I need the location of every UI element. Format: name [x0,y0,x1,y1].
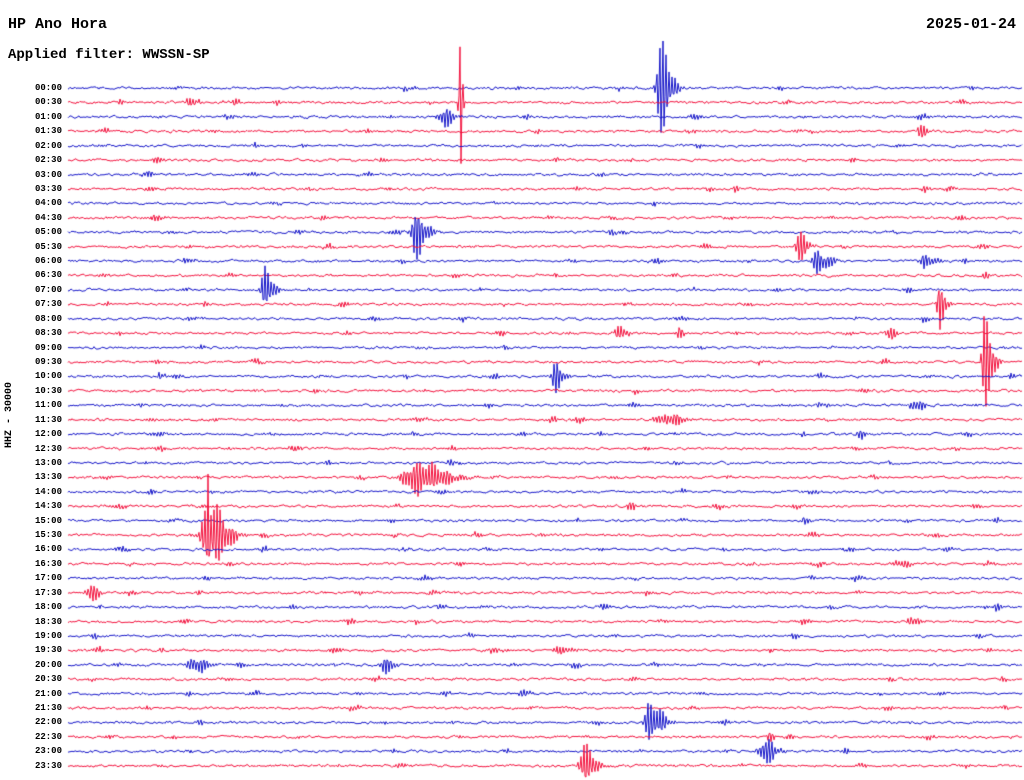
time-label: 22:30 [34,731,62,742]
time-label: 02:30 [34,155,62,166]
time-label: 18:30 [34,616,62,627]
time-label: 21:00 [34,688,62,699]
time-label: 16:00 [34,544,62,555]
time-label: 20:30 [34,674,62,685]
time-label: 08:30 [34,328,62,339]
time-label: 12:00 [34,429,62,440]
time-label: 23:30 [34,760,62,771]
time-label: 15:00 [34,515,62,526]
time-label: 05:30 [34,241,62,252]
time-label: 23:00 [34,746,62,757]
time-label: 01:30 [34,126,62,137]
time-label: 06:00 [34,256,62,267]
time-label: 14:00 [34,486,62,497]
time-label: 05:00 [34,227,62,238]
time-label: 19:30 [34,645,62,656]
record-date: 2025-01-24 [925,16,1016,33]
applied-filter-label: Applied filter: WWSSN-SP [8,47,210,63]
time-label: 02:00 [34,140,62,151]
time-label: 07:30 [34,299,62,310]
time-label: 13:00 [34,457,62,468]
time-label: 09:00 [34,342,62,353]
time-label: 00:00 [34,83,62,93]
time-label: 12:30 [34,443,62,454]
time-label: 16:30 [34,558,62,569]
station-title: HP Ano Hora [8,16,108,33]
time-label: 10:00 [34,371,62,382]
time-label: 00:30 [34,97,62,108]
time-label: 18:00 [34,602,62,613]
time-label: 10:30 [34,385,62,396]
time-label: 11:00 [34,400,62,411]
time-label: 03:30 [34,183,62,194]
time-label: 21:30 [34,703,62,714]
time-label: 17:00 [34,573,62,584]
time-label: 07:00 [34,284,62,295]
time-label: 22:00 [34,717,62,728]
time-label: 15:30 [34,530,62,541]
time-label: 20:00 [34,659,62,670]
time-label: 04:00 [34,198,62,209]
time-label: 03:00 [34,169,62,180]
time-label: 19:00 [34,630,62,641]
time-label: 17:30 [34,587,62,598]
time-label: 09:30 [34,356,62,367]
time-label: 04:30 [34,212,62,223]
time-label: 08:00 [34,313,62,324]
time-label: 11:30 [34,414,62,425]
time-label: 14:30 [34,501,62,512]
time-label: 13:30 [34,472,62,483]
time-label: 01:00 [34,111,62,122]
time-label: 06:30 [34,270,62,281]
